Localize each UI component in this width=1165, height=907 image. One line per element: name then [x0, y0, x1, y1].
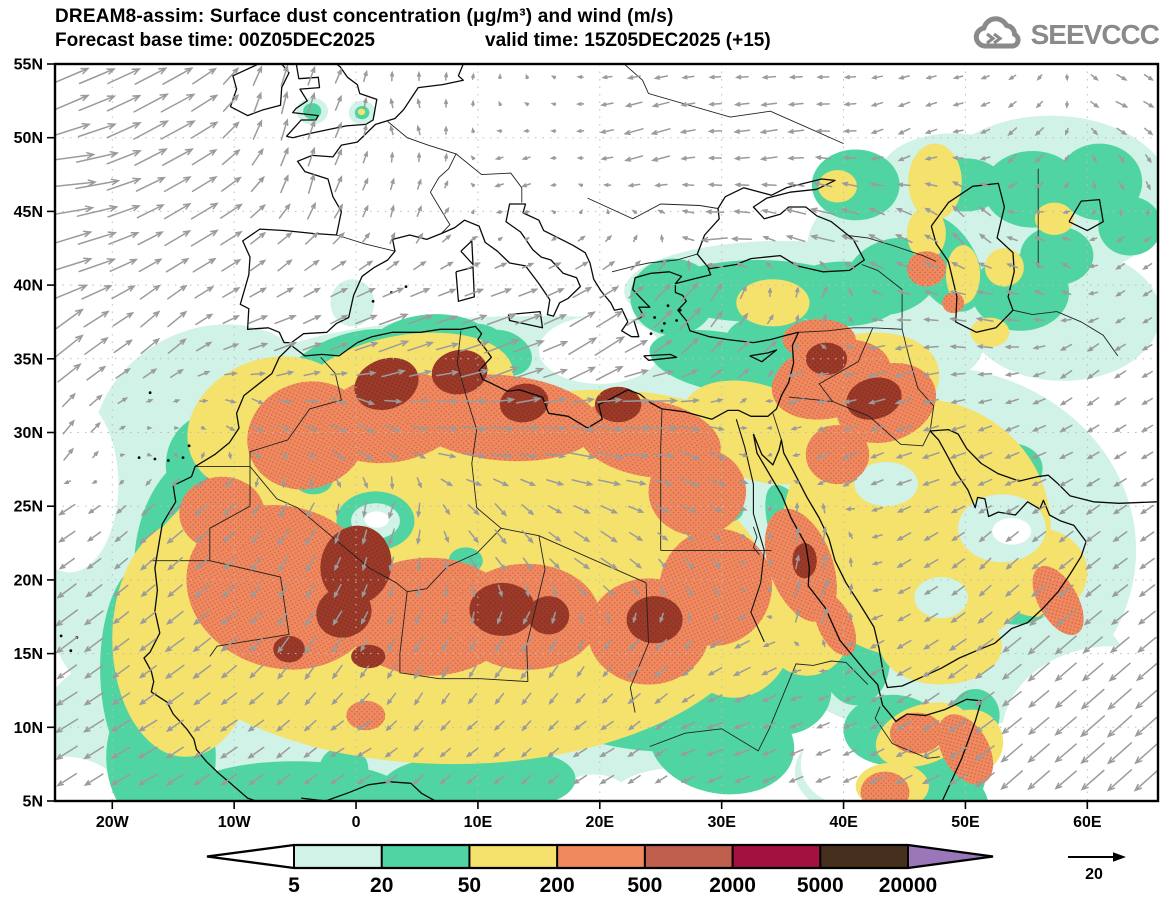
graticule: [55, 64, 1158, 801]
colorbar-segment: [644, 845, 733, 868]
lon-tick-label: 10E: [464, 814, 493, 831]
lat-tick-label: 15N: [14, 646, 43, 663]
axis-ticks: [47, 63, 1089, 809]
lat-tick-label: 40N: [14, 278, 43, 295]
lon-tick-label: 50E: [951, 814, 980, 831]
lon-tick-label: 10W: [218, 814, 252, 831]
seevccc-logo: SEEVCCC: [971, 16, 1160, 54]
colorbar-below-min: [207, 845, 294, 868]
lat-tick-label: 35N: [14, 351, 43, 368]
axis-labels: 55N 50N 45N 40N 35N 30N 25N 20N 15N 10N 5N 20W 10W 0 1…: [14, 57, 1102, 832]
chart-title: DREAM8-assim: Surface dust concentration…: [55, 6, 674, 27]
colorbar-level-label: 2000: [709, 874, 756, 897]
colorbar-segment: [557, 845, 645, 868]
wind-reference: 20: [1068, 852, 1126, 883]
colorbar-level-label: 5000: [797, 874, 844, 897]
lat-tick-label: 30N: [14, 425, 43, 442]
map-layers: [55, 64, 1158, 801]
lon-tick-label: 20W: [96, 814, 130, 831]
lon-tick-label: 0: [352, 814, 361, 831]
colorbar-level-label: 50: [458, 874, 481, 897]
valid-time: valid time: 15Z05DEC2025 (+15): [485, 30, 771, 51]
colorbar-level-label: 20000: [879, 874, 937, 897]
colorbar-above-max: [908, 845, 993, 868]
colorbar-level-label: 5: [288, 874, 300, 897]
lat-tick-label: 25N: [14, 499, 43, 516]
lat-tick-label: 45N: [14, 204, 43, 221]
lon-tick-label: 30E: [707, 814, 736, 831]
cloud-icon: [973, 16, 1021, 49]
lat-tick-label: 5N: [23, 794, 43, 811]
wind-reference-label: 20: [1085, 866, 1103, 883]
colorbar-level-label: 20: [370, 874, 393, 897]
colorbar-segment: [381, 845, 470, 868]
colorbar-segment: [294, 845, 382, 868]
lat-tick-label: 50N: [14, 130, 43, 147]
colorbar-level-label: 200: [540, 874, 575, 897]
wind-reference-arrowhead: [1113, 852, 1126, 862]
colorbar: 5 20 50 200 500 2000 5000 20000: [206, 843, 994, 897]
colorbar-level-label: 500: [627, 874, 662, 897]
wind-arrows: [55, 64, 1158, 792]
colorbar-segment: [469, 845, 558, 868]
colorbar-segment: [732, 845, 821, 868]
lon-tick-label: 60E: [1073, 814, 1102, 831]
lat-tick-label: 10N: [14, 720, 43, 737]
dust-field: [55, 97, 1158, 801]
colorbar-segment: [820, 845, 908, 868]
lon-tick-label: 40E: [829, 814, 858, 831]
lat-tick-label: 20N: [14, 572, 43, 589]
logo-text: SEEVCCC: [1030, 19, 1160, 50]
country-borders: [150, 64, 1119, 759]
island-dots: [59, 285, 682, 653]
lon-tick-label: 20E: [586, 814, 615, 831]
forecast-base-time: Forecast base time: 00Z05DEC2025: [55, 30, 375, 51]
lat-tick-label: 55N: [14, 57, 43, 74]
